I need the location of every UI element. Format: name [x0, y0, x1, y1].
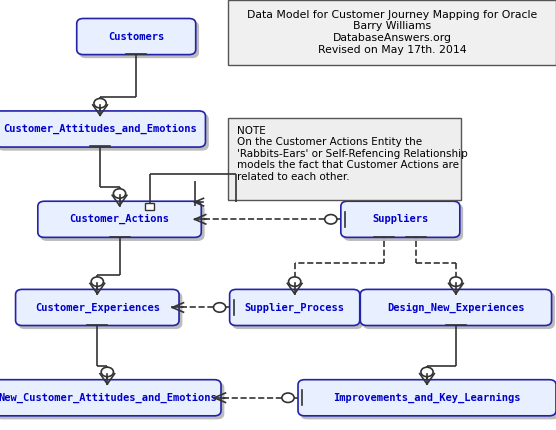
- Circle shape: [91, 277, 103, 286]
- Text: Supplier_Process: Supplier_Process: [245, 302, 345, 313]
- Text: NOTE
On the Customer Actions Entity the
'Rabbits-Ears' or Self-Refencing Relatio: NOTE On the Customer Actions Entity the …: [237, 126, 468, 182]
- Text: Customer_Attitudes_and_Emotions: Customer_Attitudes_and_Emotions: [3, 124, 197, 134]
- Circle shape: [101, 367, 113, 377]
- Text: New_Customer_Attitudes_and_Emotions: New_Customer_Attitudes_and_Emotions: [0, 393, 217, 403]
- FancyBboxPatch shape: [363, 292, 554, 329]
- FancyBboxPatch shape: [228, 118, 461, 200]
- Circle shape: [325, 215, 337, 224]
- Circle shape: [450, 277, 462, 286]
- FancyBboxPatch shape: [228, 0, 556, 64]
- FancyBboxPatch shape: [41, 204, 204, 240]
- FancyBboxPatch shape: [77, 18, 196, 55]
- FancyBboxPatch shape: [230, 289, 360, 326]
- Circle shape: [282, 393, 294, 402]
- Bar: [145, 203, 154, 210]
- Text: Data Model for Customer Journey Mapping for Oracle
Barry Williams
DatabaseAnswer: Data Model for Customer Journey Mapping …: [247, 10, 537, 55]
- Text: Customer_Experiences: Customer_Experiences: [35, 302, 160, 313]
- FancyBboxPatch shape: [18, 292, 182, 329]
- FancyBboxPatch shape: [0, 383, 224, 419]
- FancyBboxPatch shape: [80, 22, 198, 58]
- FancyBboxPatch shape: [0, 111, 206, 147]
- FancyBboxPatch shape: [301, 383, 556, 419]
- Circle shape: [113, 189, 126, 198]
- Circle shape: [94, 98, 106, 108]
- FancyBboxPatch shape: [341, 201, 460, 237]
- FancyBboxPatch shape: [0, 380, 221, 416]
- Text: Design_New_Experiences: Design_New_Experiences: [387, 302, 525, 313]
- FancyBboxPatch shape: [360, 289, 552, 326]
- FancyBboxPatch shape: [298, 380, 556, 416]
- Text: Suppliers: Suppliers: [372, 214, 429, 224]
- FancyBboxPatch shape: [232, 292, 363, 329]
- FancyBboxPatch shape: [344, 204, 463, 240]
- Text: Customer_Actions: Customer_Actions: [70, 214, 170, 224]
- Text: Customers: Customers: [108, 31, 165, 42]
- FancyBboxPatch shape: [0, 114, 208, 150]
- FancyBboxPatch shape: [16, 289, 179, 326]
- Circle shape: [214, 303, 226, 312]
- Circle shape: [421, 367, 433, 377]
- Text: Improvements_and_Key_Learnings: Improvements_and_Key_Learnings: [333, 393, 521, 403]
- FancyBboxPatch shape: [38, 201, 201, 237]
- Circle shape: [289, 277, 301, 286]
